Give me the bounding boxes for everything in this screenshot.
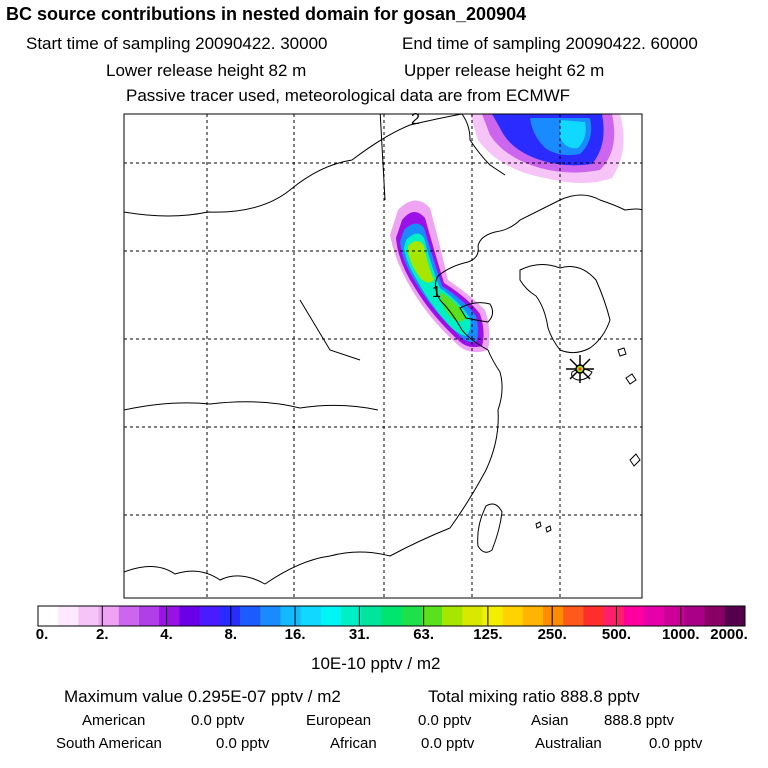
colorbar-swatch (38, 606, 59, 626)
colorbar-swatch (462, 606, 483, 626)
south-american-label: South American (56, 735, 162, 752)
colorbar-tick-label: 2000. (710, 626, 748, 643)
colorbar-swatch (341, 606, 362, 626)
colorbar-swatch (401, 606, 423, 626)
colorbar-swatch (118, 606, 140, 626)
colorbar-swatch (58, 606, 79, 626)
european-value: 0.0 pptv (418, 712, 472, 729)
colorbar-swatch (98, 606, 120, 626)
colorbar (37, 605, 746, 627)
colorbar-tick-label: 2. (96, 626, 109, 643)
colorbar-swatch (684, 606, 706, 626)
colorbar-swatch (522, 606, 544, 626)
colorbar-swatch (78, 606, 100, 626)
colorbar-swatch (502, 606, 524, 626)
colorbar-tick-label: 125. (473, 626, 503, 643)
total-mixing-ratio: Total mixing ratio 888.8 pptv (428, 687, 640, 706)
colorbar-swatch (644, 606, 665, 626)
tracer-note: Passive tracer used, meteorological data… (126, 86, 571, 105)
american-label: American (82, 712, 146, 729)
marker-label-2: 2 (411, 111, 420, 128)
maximum-value: Maximum value 0.295E-07 pptv / m2 (64, 687, 341, 706)
plume-north (470, 114, 624, 183)
colorbar-tick-label: 250. (537, 626, 567, 643)
australian-value: 0.0 pptv (649, 735, 703, 752)
australian-label: Australian (535, 735, 602, 752)
european-label: European (306, 712, 372, 729)
upper-release-height-label: Upper release height 62 m (404, 61, 605, 80)
colorbar-tick-label: 0. (35, 626, 49, 643)
start-time-label: Start time of sampling 20090422. 30000 (26, 34, 328, 53)
asian-label: Asian (531, 712, 569, 729)
marker-label-1: 1 (432, 284, 441, 301)
colorbar-swatch (664, 606, 685, 626)
south-american-value: 0.0 pptv (216, 735, 270, 752)
colorbar-swatch (381, 606, 403, 626)
colorbar-swatch (603, 606, 625, 626)
colorbar-swatch (280, 606, 302, 626)
colorbar-tick-label: 4. (160, 626, 173, 643)
colorbar-swatch (179, 606, 201, 626)
colorbar-tick-label: 500. (601, 626, 632, 643)
colorbar-swatch (421, 606, 443, 626)
colorbar-swatch (623, 606, 645, 626)
colorbar-tick-label: 16. (284, 626, 306, 643)
colorbar-swatch (300, 606, 322, 626)
end-time-label: End time of sampling 20090422. 60000 (402, 34, 698, 53)
plume-main (390, 200, 490, 353)
map-area (124, 114, 642, 598)
colorbar-swatch (482, 606, 504, 626)
colorbar-swatch (219, 606, 241, 626)
colorbar-tick-label: 8. (224, 626, 238, 643)
colorbar-swatch (139, 606, 160, 626)
coastlines (124, 114, 642, 585)
colorbar-swatch (260, 606, 281, 626)
colorbar-tick-label: 1000. (661, 626, 700, 643)
colorbar-swatch (159, 606, 180, 626)
receptor-star-icon (566, 355, 594, 383)
colorbar-swatch (442, 606, 463, 626)
colorbar-swatch (199, 606, 221, 626)
colorbar-swatch (583, 606, 605, 626)
lower-release-height-label: Lower release height 82 m (106, 61, 307, 80)
african-label: African (330, 735, 377, 752)
colorbar-swatch (361, 606, 382, 626)
colorbar-swatch (320, 606, 342, 626)
colorbar-swatch (724, 606, 746, 626)
lat-lon-grid (124, 114, 642, 598)
colorbar-unit-label: 10E-10 pptv / m2 (311, 654, 441, 673)
map-title: BC source contributions in nested domain… (6, 4, 527, 24)
map-frame (123, 113, 643, 599)
american-value: 0.0 pptv (191, 712, 245, 729)
colorbar-tick-label: 63. (413, 626, 435, 643)
colorbar-swatch (543, 606, 564, 626)
african-value: 0.0 pptv (421, 735, 475, 752)
asian-value: 888.8 pptv (604, 712, 675, 729)
colorbar-swatch (563, 606, 584, 626)
colorbar-swatch (704, 606, 726, 626)
colorbar-tick-label: 31. (348, 626, 370, 643)
colorbar-swatch (240, 606, 261, 626)
